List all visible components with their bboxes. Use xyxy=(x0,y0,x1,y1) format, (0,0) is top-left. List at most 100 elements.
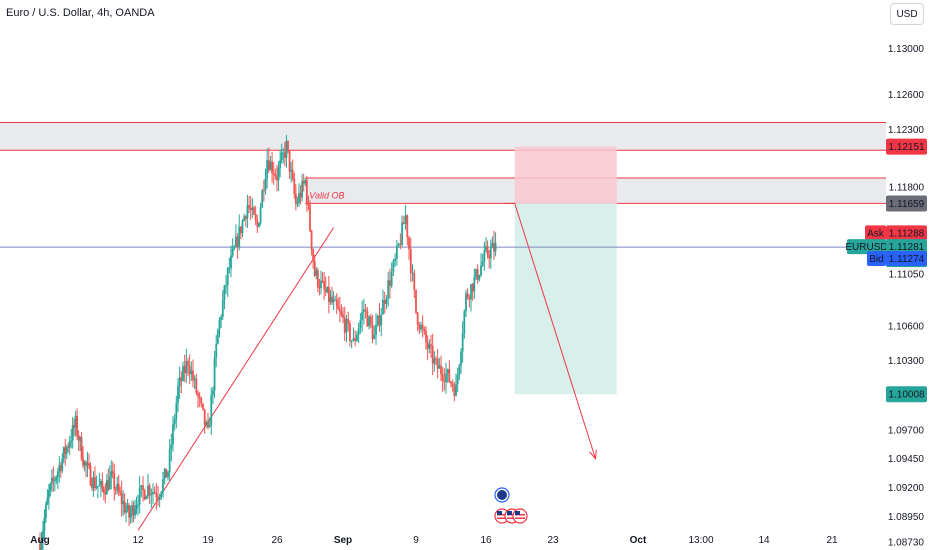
us-flag-stripe xyxy=(507,517,517,519)
candle-body xyxy=(246,205,249,219)
candle-body xyxy=(235,236,237,247)
candle-body xyxy=(491,243,494,249)
bid-price-value: 1.11274 xyxy=(889,254,925,265)
time-axis[interactable]: Aug 12 19 26 Sep 9 16 23 Oct 13:00 14 21 xyxy=(30,535,838,546)
candle-body xyxy=(371,324,374,340)
x-tick-label: 14 xyxy=(758,535,770,546)
candle-body xyxy=(448,369,451,382)
candle-body xyxy=(466,293,469,298)
candle-body xyxy=(473,277,476,292)
candle-body xyxy=(302,181,305,184)
candle-body xyxy=(198,396,201,399)
take-profit-area[interactable] xyxy=(514,203,617,395)
candle-body xyxy=(208,425,211,428)
candle-body xyxy=(253,207,255,215)
candle-body xyxy=(58,465,61,472)
candle-body xyxy=(49,483,52,490)
candle-body xyxy=(347,318,350,324)
candle-body xyxy=(95,486,98,489)
ask-price-bg xyxy=(886,225,927,241)
candle-body xyxy=(114,489,117,491)
candle-body xyxy=(230,255,232,269)
candle-body xyxy=(312,249,315,261)
candle-body xyxy=(380,314,383,326)
candle-body xyxy=(299,193,302,198)
us-flag-canton xyxy=(507,511,512,515)
projection-path[interactable] xyxy=(505,202,596,459)
candle-body xyxy=(91,485,93,489)
trend-line[interactable] xyxy=(137,227,334,531)
candle-body xyxy=(334,299,337,301)
candle-body xyxy=(177,386,179,403)
x-tick-label: Oct xyxy=(630,535,647,546)
x-tick-label: 26 xyxy=(271,535,283,546)
candle-body xyxy=(313,260,316,276)
currency-button[interactable]: USD xyxy=(890,3,924,25)
candle-body xyxy=(126,505,129,511)
candle-body xyxy=(243,216,246,221)
candle-body xyxy=(148,485,151,496)
candle-body xyxy=(82,458,84,466)
symbol-tag-label: EURUSD xyxy=(845,242,887,253)
price-axis[interactable]: 1.13000 1.12600 1.12300 1.11800 1.11050 1.106… xyxy=(888,44,925,548)
candle-body xyxy=(122,501,125,505)
candle-body xyxy=(88,463,90,466)
candle-body xyxy=(225,285,227,287)
zones-layer: Valid OB xyxy=(0,121,886,204)
x-tick-label: 16 xyxy=(480,535,492,546)
candle-body xyxy=(258,223,260,227)
candle-body xyxy=(107,480,110,490)
candle-body xyxy=(285,140,288,158)
candle-body xyxy=(108,476,111,490)
candle-body xyxy=(152,491,154,495)
candle-body xyxy=(350,340,353,342)
candle-body xyxy=(423,328,426,332)
candle-body xyxy=(212,390,214,396)
y-tick-label: 1.09200 xyxy=(888,483,925,494)
candle-body xyxy=(138,487,141,505)
candle-body xyxy=(441,374,444,381)
event-icons[interactable] xyxy=(494,487,528,524)
zone-label: Valid OB xyxy=(309,190,344,200)
candle-body xyxy=(48,489,50,499)
candle-body xyxy=(101,481,104,489)
candle-body xyxy=(399,243,402,246)
candle-body xyxy=(261,190,264,208)
candle-body xyxy=(345,318,348,333)
candle-body xyxy=(354,337,357,341)
stop-loss-area[interactable] xyxy=(514,146,617,204)
candle-body xyxy=(305,180,308,204)
candle-body xyxy=(220,316,223,320)
candle-body xyxy=(61,458,64,471)
candle-body xyxy=(104,493,107,495)
candle-body xyxy=(65,446,68,454)
candle-body xyxy=(254,214,257,220)
candle-body xyxy=(471,284,474,292)
candle-body xyxy=(331,296,333,303)
short-position-tool[interactable] xyxy=(514,146,617,395)
candle-body xyxy=(428,344,431,349)
target-price-tag-bg xyxy=(886,386,927,403)
globe-event-icon-inner xyxy=(497,490,507,500)
candle-body xyxy=(46,498,49,505)
candle-body xyxy=(481,261,484,266)
candle-body xyxy=(382,299,384,315)
candle-body xyxy=(128,505,130,518)
candle-body xyxy=(326,286,329,293)
candle-body xyxy=(170,444,173,449)
candle-body xyxy=(310,230,313,250)
candle-body xyxy=(256,219,259,227)
candle-body xyxy=(142,485,144,491)
candle-body xyxy=(488,255,491,259)
candle-body xyxy=(238,226,241,248)
candle-body xyxy=(430,344,432,346)
ask-tag-bg xyxy=(865,225,886,241)
candle-body xyxy=(438,365,441,369)
zone-box xyxy=(0,122,886,151)
candle-body xyxy=(480,265,482,276)
candle-body xyxy=(39,544,41,550)
candle-body xyxy=(188,365,191,375)
candle-body xyxy=(321,280,324,282)
candle-body xyxy=(147,485,149,497)
